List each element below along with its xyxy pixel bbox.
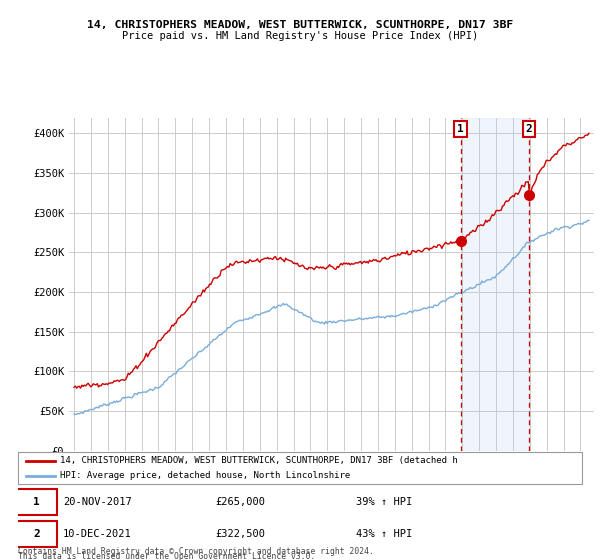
- FancyBboxPatch shape: [15, 489, 58, 515]
- Text: 39% ↑ HPI: 39% ↑ HPI: [356, 497, 413, 507]
- Text: 1: 1: [33, 497, 40, 507]
- Text: Price paid vs. HM Land Registry's House Price Index (HPI): Price paid vs. HM Land Registry's House …: [122, 31, 478, 41]
- FancyBboxPatch shape: [18, 452, 582, 484]
- Text: This data is licensed under the Open Government Licence v3.0.: This data is licensed under the Open Gov…: [18, 552, 316, 560]
- FancyBboxPatch shape: [15, 521, 58, 547]
- Text: 1: 1: [457, 124, 464, 134]
- Bar: [461, 118, 529, 451]
- Text: £322,500: £322,500: [215, 529, 265, 539]
- Text: £265,000: £265,000: [215, 497, 265, 507]
- Text: 43% ↑ HPI: 43% ↑ HPI: [356, 529, 413, 539]
- Text: 10-DEC-2021: 10-DEC-2021: [63, 529, 132, 539]
- Text: 2: 2: [33, 529, 40, 539]
- Text: 20-NOV-2017: 20-NOV-2017: [63, 497, 132, 507]
- Text: 14, CHRISTOPHERS MEADOW, WEST BUTTERWICK, SCUNTHORPE, DN17 3BF (detached h: 14, CHRISTOPHERS MEADOW, WEST BUTTERWICK…: [60, 456, 458, 465]
- Text: HPI: Average price, detached house, North Lincolnshire: HPI: Average price, detached house, Nort…: [60, 471, 350, 480]
- Text: 14, CHRISTOPHERS MEADOW, WEST BUTTERWICK, SCUNTHORPE, DN17 3BF: 14, CHRISTOPHERS MEADOW, WEST BUTTERWICK…: [87, 20, 513, 30]
- Text: Contains HM Land Registry data © Crown copyright and database right 2024.: Contains HM Land Registry data © Crown c…: [18, 548, 374, 557]
- Text: 2: 2: [526, 124, 532, 134]
